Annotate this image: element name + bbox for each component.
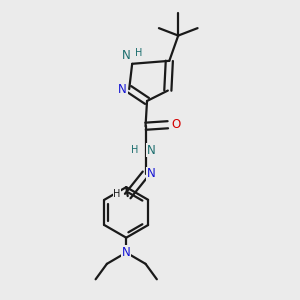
Text: N: N [118, 82, 127, 96]
Text: O: O [171, 118, 181, 131]
Text: N: N [147, 143, 156, 157]
Text: H: H [131, 145, 138, 155]
Text: N: N [122, 246, 130, 259]
Text: H: H [113, 189, 120, 199]
Text: N: N [122, 49, 131, 62]
Text: N: N [147, 167, 156, 180]
Text: H: H [135, 49, 142, 58]
